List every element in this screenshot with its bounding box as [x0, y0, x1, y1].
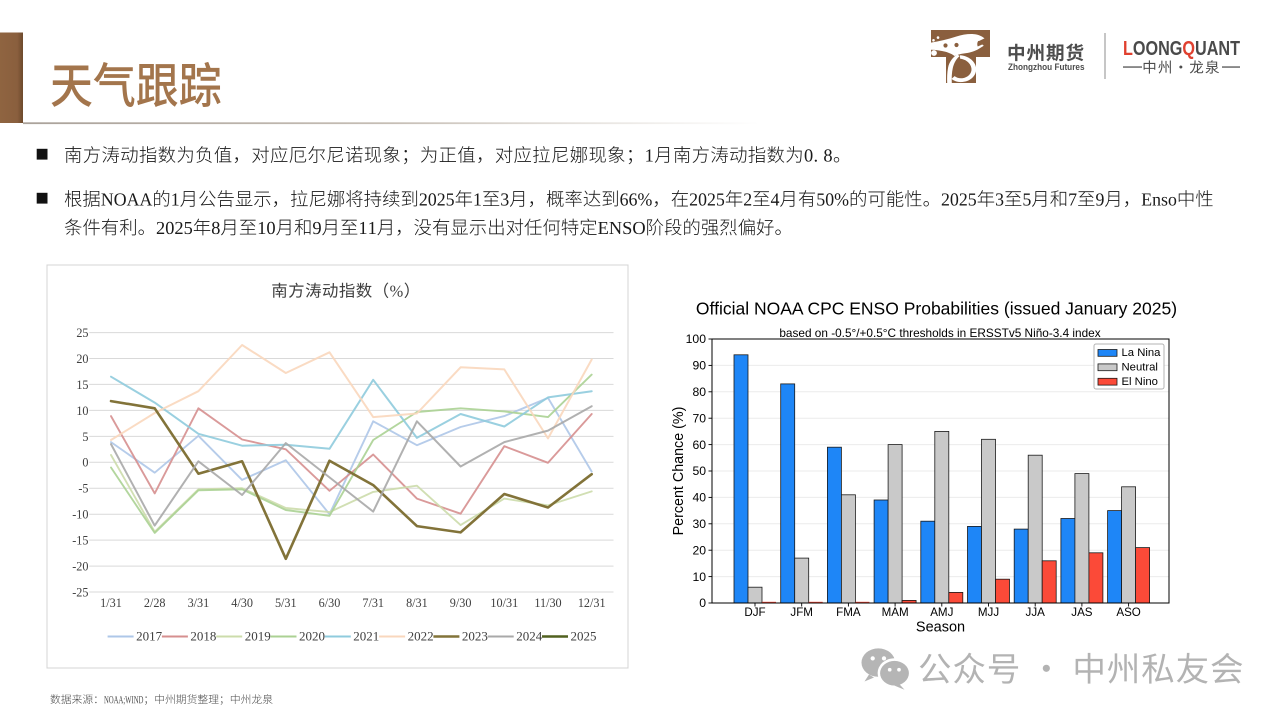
svg-text:30: 30 — [692, 517, 706, 531]
svg-text:Official NOAA CPC ENSO Probabi: Official NOAA CPC ENSO Probabilities (is… — [696, 299, 1177, 319]
svg-text:Season: Season — [916, 620, 965, 636]
svg-text:Zhongzhou Futures: Zhongzhou Futures — [1008, 62, 1085, 72]
svg-text:based on -0.5°/+0.5°C threshol: based on -0.5°/+0.5°C thresholds in ERSS… — [779, 326, 1100, 340]
svg-text:0: 0 — [82, 456, 88, 470]
svg-text:2019: 2019 — [245, 629, 271, 644]
svg-text:2021: 2021 — [353, 629, 379, 644]
svg-text:2024: 2024 — [516, 629, 543, 644]
svg-text:2017: 2017 — [136, 629, 163, 644]
svg-text:70: 70 — [692, 411, 706, 425]
svg-text:JFM: JFM — [790, 606, 813, 619]
svg-text:FMA: FMA — [836, 606, 861, 619]
svg-text:-25: -25 — [72, 585, 88, 599]
svg-text:6/30: 6/30 — [319, 596, 341, 610]
svg-text:10/31: 10/31 — [490, 596, 518, 610]
svg-text:5/31: 5/31 — [275, 596, 297, 610]
svg-text:2018: 2018 — [190, 629, 216, 644]
svg-text:4/30: 4/30 — [231, 596, 253, 610]
svg-text:MJJ: MJJ — [978, 606, 999, 619]
svg-text:ASO: ASO — [1116, 606, 1140, 619]
svg-text:El Nino: El Nino — [1122, 376, 1158, 388]
svg-text:-10: -10 — [72, 508, 88, 522]
svg-text:3/31: 3/31 — [188, 596, 210, 610]
svg-text:7/31: 7/31 — [362, 596, 384, 610]
svg-text:JJA: JJA — [1026, 606, 1046, 619]
svg-text:20: 20 — [692, 543, 706, 557]
svg-text:1/31: 1/31 — [100, 596, 122, 610]
svg-text:8/31: 8/31 — [406, 596, 428, 610]
svg-text:-5: -5 — [78, 482, 88, 496]
svg-text:AMJ: AMJ — [930, 606, 953, 619]
svg-text:MAM: MAM — [882, 606, 909, 619]
svg-text:10: 10 — [76, 404, 88, 418]
svg-text:Neutral: Neutral — [1122, 362, 1158, 374]
svg-text:9/30: 9/30 — [450, 596, 472, 610]
svg-text:La Nina: La Nina — [1122, 347, 1162, 359]
svg-text:90: 90 — [692, 359, 706, 373]
svg-text:2/28: 2/28 — [144, 596, 166, 610]
svg-text:11/30: 11/30 — [534, 596, 561, 610]
svg-text:50: 50 — [692, 464, 706, 478]
svg-text:15: 15 — [76, 378, 88, 392]
svg-text:0: 0 — [699, 596, 706, 610]
svg-text:25: 25 — [76, 326, 88, 340]
svg-text:2023: 2023 — [462, 629, 488, 644]
svg-text:LOONGQUANT: LOONGQUANT — [1123, 38, 1240, 60]
svg-text:2022: 2022 — [408, 629, 434, 644]
svg-text:20: 20 — [76, 352, 88, 366]
svg-text:2020: 2020 — [299, 629, 325, 644]
svg-text:JAS: JAS — [1071, 606, 1093, 619]
svg-text:100: 100 — [686, 332, 707, 346]
svg-text:10: 10 — [692, 570, 706, 584]
svg-text:40: 40 — [692, 491, 706, 505]
svg-text:12/31: 12/31 — [578, 596, 606, 610]
svg-text:Percent Chance (%): Percent Chance (%) — [671, 407, 687, 536]
svg-text:80: 80 — [692, 385, 706, 399]
svg-text:-20: -20 — [72, 560, 88, 574]
svg-text:5: 5 — [82, 430, 88, 444]
svg-text:60: 60 — [692, 438, 706, 452]
svg-text:-15: -15 — [72, 534, 88, 548]
svg-text:2025: 2025 — [571, 629, 597, 644]
svg-text:DJF: DJF — [744, 606, 765, 619]
